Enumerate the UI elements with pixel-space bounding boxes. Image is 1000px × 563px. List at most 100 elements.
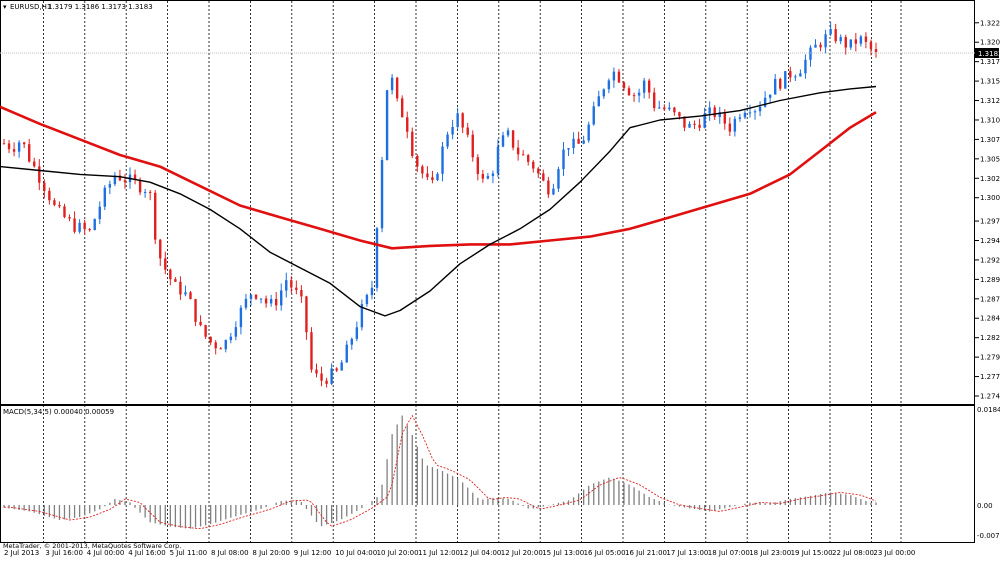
candle-body (380, 160, 384, 229)
candle-body (713, 107, 716, 118)
time-label: 3 Jul 16:00 (45, 549, 83, 557)
candle-body (693, 123, 696, 125)
candle-body (315, 369, 318, 374)
macd-signal-path (4, 414, 877, 530)
price-pane[interactable] (0, 0, 975, 405)
candle-body (370, 287, 374, 295)
candle-body (688, 123, 691, 128)
candle-body (400, 98, 404, 118)
candle-body (154, 192, 157, 240)
candle-body (219, 348, 222, 350)
macd-histogram (3, 415, 877, 529)
candle-body (516, 147, 520, 155)
price-tick-label: 1.3200 (980, 39, 1000, 47)
candle-body (118, 175, 122, 181)
candle-body (360, 304, 364, 328)
macd-axis-top: 0.01843 (977, 406, 1000, 414)
candle-body (229, 336, 233, 341)
macd-pane[interactable] (0, 405, 975, 543)
candle-body (269, 298, 273, 304)
price-tick-label: 1.2795 (980, 354, 1000, 362)
candle-body (406, 117, 409, 132)
candle-body (441, 146, 444, 174)
candle-body (48, 190, 51, 201)
candle-body (864, 36, 868, 42)
candle-body (239, 307, 243, 328)
candle-body (274, 298, 278, 306)
candle-body (88, 229, 91, 231)
candle-body (431, 177, 434, 181)
candle-body (78, 222, 81, 232)
candle-body (143, 192, 147, 194)
price-tick-label: 1.2745 (980, 393, 1000, 401)
candle-body (421, 166, 424, 174)
candle-body (743, 112, 747, 118)
candle-body (204, 325, 207, 337)
price-tick-label: 1.3225 (980, 19, 1000, 27)
candle-body (768, 94, 772, 98)
candle-body (28, 144, 31, 162)
candle-body (416, 156, 419, 167)
candle-body (390, 77, 394, 91)
candle-body (572, 138, 575, 149)
price-tick-label: 1.3075 (980, 136, 1000, 144)
price-tick-label: 1.2820 (980, 334, 1000, 342)
time-label: 22 Jul 08:00 (832, 549, 874, 557)
candle-body (562, 149, 565, 170)
candle-body (683, 116, 686, 128)
candle-body (829, 29, 832, 35)
candle-body (73, 218, 76, 232)
candle-body (663, 107, 666, 110)
candle-body (809, 47, 812, 60)
candle-body (7, 143, 11, 150)
candle-body (411, 131, 414, 157)
candle-body (597, 96, 600, 107)
candle-body (617, 71, 621, 83)
chart-header-arrow: ▾ (3, 3, 7, 11)
candle-body (461, 113, 464, 128)
candle-body (350, 338, 353, 345)
candle-body (557, 169, 560, 189)
candle-body (234, 327, 238, 337)
candle-body (169, 269, 172, 280)
candle-body (653, 92, 656, 109)
candle-body (753, 111, 757, 113)
price-tick-label: 1.3100 (980, 116, 1000, 124)
candle-body (93, 219, 96, 231)
candle-body (789, 71, 792, 78)
candle-body (365, 294, 369, 305)
candle-body (22, 142, 26, 145)
candle-body (199, 321, 202, 326)
candle-body (123, 180, 127, 183)
symbol-label: EURUSD,H1 (10, 3, 51, 11)
time-axis[interactable]: 2 Jul 2013 3 Jul 16:00 4 Jul 00:00 4 Jul 16… (4, 549, 915, 557)
candle-body (159, 239, 162, 259)
candle-body (33, 161, 36, 167)
macd-label: MACD(5,34,5) 0.00040 0.00059 (3, 408, 114, 416)
current-price-badge (975, 48, 999, 58)
price-tick-label: 1.2770 (980, 373, 1000, 381)
candle-body (874, 49, 878, 52)
candle-body (189, 292, 192, 300)
time-label: 2 Jul 2013 (4, 549, 39, 557)
price-tick-label: 1.2870 (980, 295, 1000, 303)
candle-body (668, 107, 671, 110)
candle-body (259, 298, 263, 300)
candle-body (295, 287, 298, 291)
candle-body (577, 138, 580, 144)
time-label: 10 Jul 20:00 (377, 549, 419, 557)
candle-body (723, 112, 726, 124)
price-tick-label: 1.3175 (980, 58, 1000, 66)
candle-body (98, 206, 101, 220)
candle-body (814, 44, 817, 48)
candle-body (38, 166, 41, 183)
candle-body (280, 290, 283, 306)
candle-body (708, 107, 711, 114)
price-axis[interactable]: 1.3225 1.3200 1.3175 1.3150 1.3125 1.3100 1.30… (975, 19, 1000, 401)
candle-body (673, 107, 676, 113)
candle-body (345, 344, 348, 363)
candle-body (355, 327, 359, 339)
candle-body (703, 113, 706, 128)
candle-body (506, 130, 510, 136)
